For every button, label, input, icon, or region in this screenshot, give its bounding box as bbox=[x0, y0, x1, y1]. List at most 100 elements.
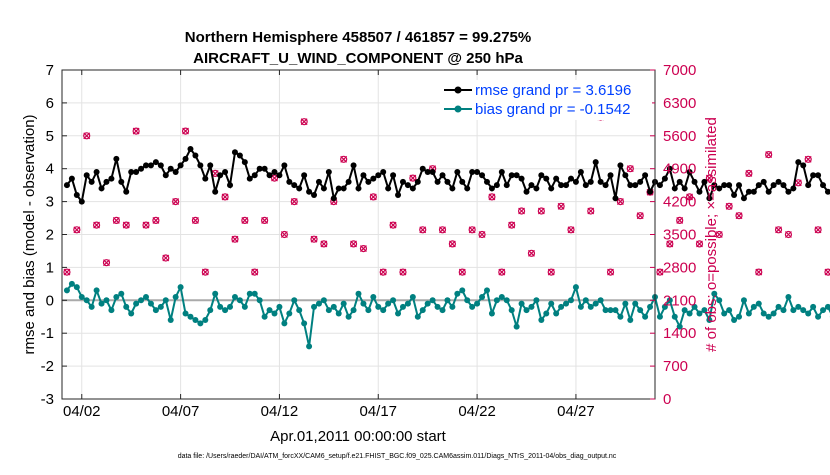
bias-point bbox=[128, 310, 134, 316]
rmse-point bbox=[494, 182, 500, 188]
rmse-point bbox=[573, 179, 579, 185]
obs-point bbox=[538, 208, 544, 214]
bias-point bbox=[187, 314, 193, 320]
rmse-point bbox=[370, 176, 376, 182]
obs-marker-cross bbox=[351, 241, 357, 247]
obs-marker-cross bbox=[489, 194, 495, 200]
rmse-point bbox=[677, 179, 683, 185]
bias-point bbox=[301, 320, 307, 326]
bias-point bbox=[627, 317, 633, 323]
bias-point bbox=[800, 307, 806, 313]
obs-point bbox=[202, 269, 208, 275]
rmse-point bbox=[410, 185, 416, 191]
y-axis-right-label: # of obs: o=possible; ×=assimilated bbox=[703, 117, 720, 352]
rmse-point bbox=[603, 182, 609, 188]
bias-point bbox=[533, 297, 539, 303]
rmse-point bbox=[588, 179, 594, 185]
obs-point bbox=[123, 222, 129, 228]
obs-marker-cross bbox=[608, 269, 614, 275]
rmse-point bbox=[365, 179, 371, 185]
bias-point bbox=[197, 320, 203, 326]
obs-point bbox=[380, 269, 386, 275]
legend-rmse-label: rmse grand pr = 3.6196 bbox=[475, 82, 631, 99]
bias-point bbox=[548, 301, 554, 307]
rmse-point bbox=[464, 185, 470, 191]
bias-point bbox=[123, 304, 129, 310]
rmse-point bbox=[202, 176, 208, 182]
obs-point bbox=[459, 269, 465, 275]
rmse-point bbox=[158, 162, 164, 168]
obs-point bbox=[776, 227, 782, 233]
rmse-point bbox=[148, 162, 154, 168]
bias-point bbox=[267, 307, 273, 313]
obs-point bbox=[400, 269, 406, 275]
obs-point bbox=[321, 241, 327, 247]
bias-point bbox=[296, 307, 302, 313]
obs-point bbox=[390, 222, 396, 228]
x-axis-label: Apr.01,2011 00:00:00 start bbox=[270, 428, 447, 445]
bias-point bbox=[346, 314, 352, 320]
rmse-point bbox=[731, 192, 737, 198]
obs-point bbox=[726, 203, 732, 209]
bias-point bbox=[444, 297, 450, 303]
obs-marker-cross bbox=[696, 241, 702, 247]
rmse-point bbox=[805, 182, 811, 188]
obs-marker-cross bbox=[746, 170, 752, 176]
x-tick-label: 04/12 bbox=[261, 403, 299, 420]
obs-point bbox=[360, 246, 366, 252]
rmse-point bbox=[489, 185, 495, 191]
rmse-point bbox=[444, 179, 450, 185]
rmse-point bbox=[89, 179, 95, 185]
obs-point bbox=[163, 255, 169, 261]
y-tick-label-left: -3 bbox=[41, 391, 54, 408]
obs-marker-cross bbox=[469, 227, 475, 233]
bias-point bbox=[192, 317, 198, 323]
rmse-point bbox=[281, 162, 287, 168]
obs-marker-cross bbox=[390, 222, 396, 228]
obs-point bbox=[815, 227, 821, 233]
bias-point bbox=[687, 310, 693, 316]
rmse-point bbox=[514, 172, 520, 178]
rmse-point bbox=[168, 166, 174, 172]
bias-point bbox=[726, 307, 732, 313]
obs-marker-cross bbox=[509, 222, 515, 228]
rmse-point bbox=[405, 182, 411, 188]
bias-point bbox=[731, 317, 737, 323]
bias-point bbox=[741, 297, 747, 303]
bias-point bbox=[79, 294, 85, 300]
bias-point bbox=[217, 304, 223, 310]
bias-point bbox=[464, 297, 470, 303]
bias-point bbox=[736, 314, 742, 320]
obs-point bbox=[469, 227, 475, 233]
legend: rmse grand pr = 3.6196 bias grand pr = -… bbox=[440, 80, 652, 120]
obs-marker-cross bbox=[410, 175, 416, 181]
y-tick-label-right: 3500 bbox=[663, 227, 696, 244]
bias-point bbox=[326, 307, 332, 313]
bias-point bbox=[598, 297, 604, 303]
rmse-point bbox=[430, 169, 436, 175]
obs-marker-cross bbox=[677, 217, 683, 223]
obs-point bbox=[74, 227, 80, 233]
y-tick-label-right: 1400 bbox=[663, 325, 696, 342]
obs-marker-cross bbox=[519, 208, 525, 214]
bias-point bbox=[365, 307, 371, 313]
obs-point bbox=[449, 241, 455, 247]
obs-point bbox=[351, 241, 357, 247]
y-tick-label-left: -1 bbox=[41, 325, 54, 342]
rmse-point bbox=[178, 162, 184, 168]
bias-point bbox=[474, 301, 480, 307]
rmse-point bbox=[222, 169, 228, 175]
rmse-point bbox=[113, 156, 119, 162]
rmse-point bbox=[795, 159, 801, 165]
rmse-point bbox=[207, 162, 213, 168]
bias-point bbox=[311, 304, 317, 310]
bias-point bbox=[588, 304, 594, 310]
obs-marker-cross bbox=[776, 227, 782, 233]
rmse-point bbox=[533, 185, 539, 191]
bias-point bbox=[395, 310, 401, 316]
y-tick-label-right: 4900 bbox=[663, 161, 696, 178]
obs-point bbox=[252, 269, 258, 275]
bias-point bbox=[672, 314, 678, 320]
obs-marker-cross bbox=[192, 217, 198, 223]
rmse-point bbox=[341, 185, 347, 191]
